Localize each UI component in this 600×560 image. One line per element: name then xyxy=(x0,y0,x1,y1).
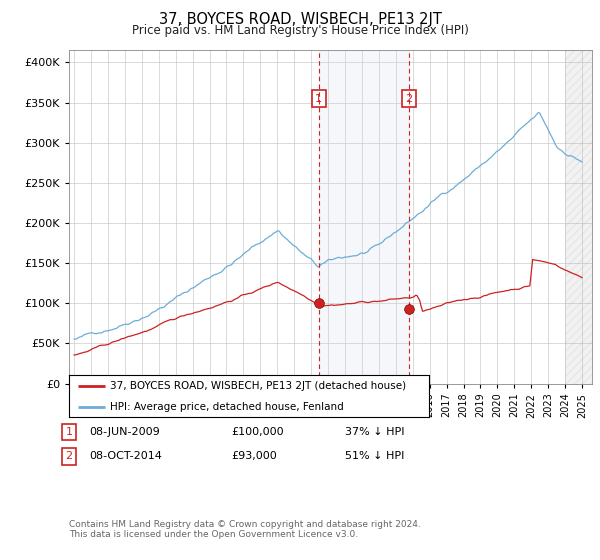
Text: 2: 2 xyxy=(65,451,73,461)
Text: 37% ↓ HPI: 37% ↓ HPI xyxy=(345,427,404,437)
Bar xyxy=(319,50,409,384)
Text: 08-OCT-2014: 08-OCT-2014 xyxy=(89,451,161,461)
Text: HPI: Average price, detached house, Fenland: HPI: Average price, detached house, Fenl… xyxy=(110,402,344,412)
Text: 51% ↓ HPI: 51% ↓ HPI xyxy=(345,451,404,461)
Text: 2: 2 xyxy=(406,94,413,104)
Text: 1: 1 xyxy=(315,94,322,104)
Text: £93,000: £93,000 xyxy=(231,451,277,461)
Text: £100,000: £100,000 xyxy=(231,427,284,437)
Bar xyxy=(565,50,592,384)
Text: Price paid vs. HM Land Registry's House Price Index (HPI): Price paid vs. HM Land Registry's House … xyxy=(131,24,469,37)
Text: 1: 1 xyxy=(65,427,73,437)
Text: Contains HM Land Registry data © Crown copyright and database right 2024.
This d: Contains HM Land Registry data © Crown c… xyxy=(69,520,421,539)
Text: 37, BOYCES ROAD, WISBECH, PE13 2JT (detached house): 37, BOYCES ROAD, WISBECH, PE13 2JT (deta… xyxy=(110,381,407,391)
Text: 08-JUN-2009: 08-JUN-2009 xyxy=(89,427,160,437)
Text: 37, BOYCES ROAD, WISBECH, PE13 2JT: 37, BOYCES ROAD, WISBECH, PE13 2JT xyxy=(158,12,442,27)
